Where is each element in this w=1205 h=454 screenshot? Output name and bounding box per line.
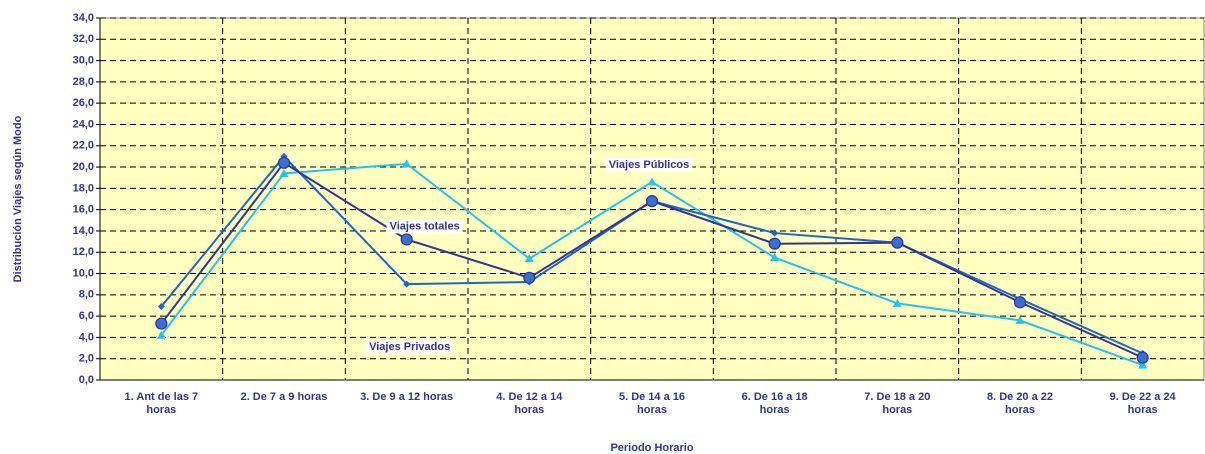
series-label: Viajes totales <box>390 220 460 232</box>
x-tick-label: 2. De 7 a 9 horas <box>241 391 328 403</box>
y-tick-label: 34,0 <box>73 12 94 24</box>
y-tick-label: 20,0 <box>73 161 94 173</box>
x-tick-label: 9. De 22 a 24 horas <box>1110 391 1177 416</box>
point <box>279 168 289 177</box>
point <box>277 156 291 169</box>
y-tick-label: 14,0 <box>73 225 94 237</box>
point <box>768 237 781 250</box>
y-tick-label: 18,0 <box>73 182 94 194</box>
y-tick-label: 28,0 <box>73 76 94 88</box>
y-tick-label: 26,0 <box>73 97 94 109</box>
point <box>1136 351 1149 364</box>
y-tick-label: 16,0 <box>73 204 94 216</box>
point <box>1138 360 1148 369</box>
point <box>400 233 413 246</box>
point <box>645 195 659 208</box>
x-tick-label: 5. De 14 a 16 horas <box>619 391 685 416</box>
x-tick-label: 3. De 9 a 12 horas <box>360 391 453 403</box>
y-tick-label: 30,0 <box>73 54 94 66</box>
x-axis-title: Periodo Horario <box>610 442 693 454</box>
point <box>770 253 780 262</box>
y-tick-label: 10,0 <box>73 267 94 279</box>
y-tick-label: 24,0 <box>73 118 94 130</box>
y-tick-label: 6,0 <box>79 310 94 322</box>
y-tick-label: 22,0 <box>73 140 94 152</box>
y-axis-title: Distribución Viajes según Modo <box>12 115 24 282</box>
point <box>156 330 166 339</box>
y-tick-label: 4,0 <box>79 331 94 343</box>
point <box>892 298 902 307</box>
point <box>524 254 534 263</box>
x-tick-label: 7. De 18 a 20 horas <box>864 391 930 416</box>
point <box>1015 315 1025 324</box>
point <box>1013 296 1027 309</box>
y-tick-label: 8,0 <box>79 289 94 301</box>
series-label-bg <box>386 219 463 234</box>
point <box>403 280 411 288</box>
point <box>157 303 165 311</box>
point <box>891 236 904 249</box>
y-tick-label: 12,0 <box>73 246 94 258</box>
series-label: Viajes Privados <box>369 341 450 353</box>
point <box>771 229 779 237</box>
y-tick-label: 2,0 <box>79 353 94 365</box>
point <box>402 159 412 168</box>
point <box>155 317 168 330</box>
x-tick-label: 8. De 20 a 22 horas <box>987 391 1053 416</box>
point <box>523 271 536 284</box>
y-tick-label: 0,0 <box>79 374 94 386</box>
y-tick-label: 32,0 <box>73 33 94 45</box>
series-label-bg <box>366 340 454 355</box>
point <box>647 177 657 186</box>
x-tick-label: 4. De 12 a 14 horas <box>496 391 563 416</box>
series-label: Viajes Públicos <box>609 159 690 171</box>
x-tick-label: 1. Ant de las 7 horas <box>125 391 199 416</box>
x-tick-label: 6. De 16 a 18 horas <box>742 391 808 416</box>
series-label-bg <box>605 157 693 172</box>
